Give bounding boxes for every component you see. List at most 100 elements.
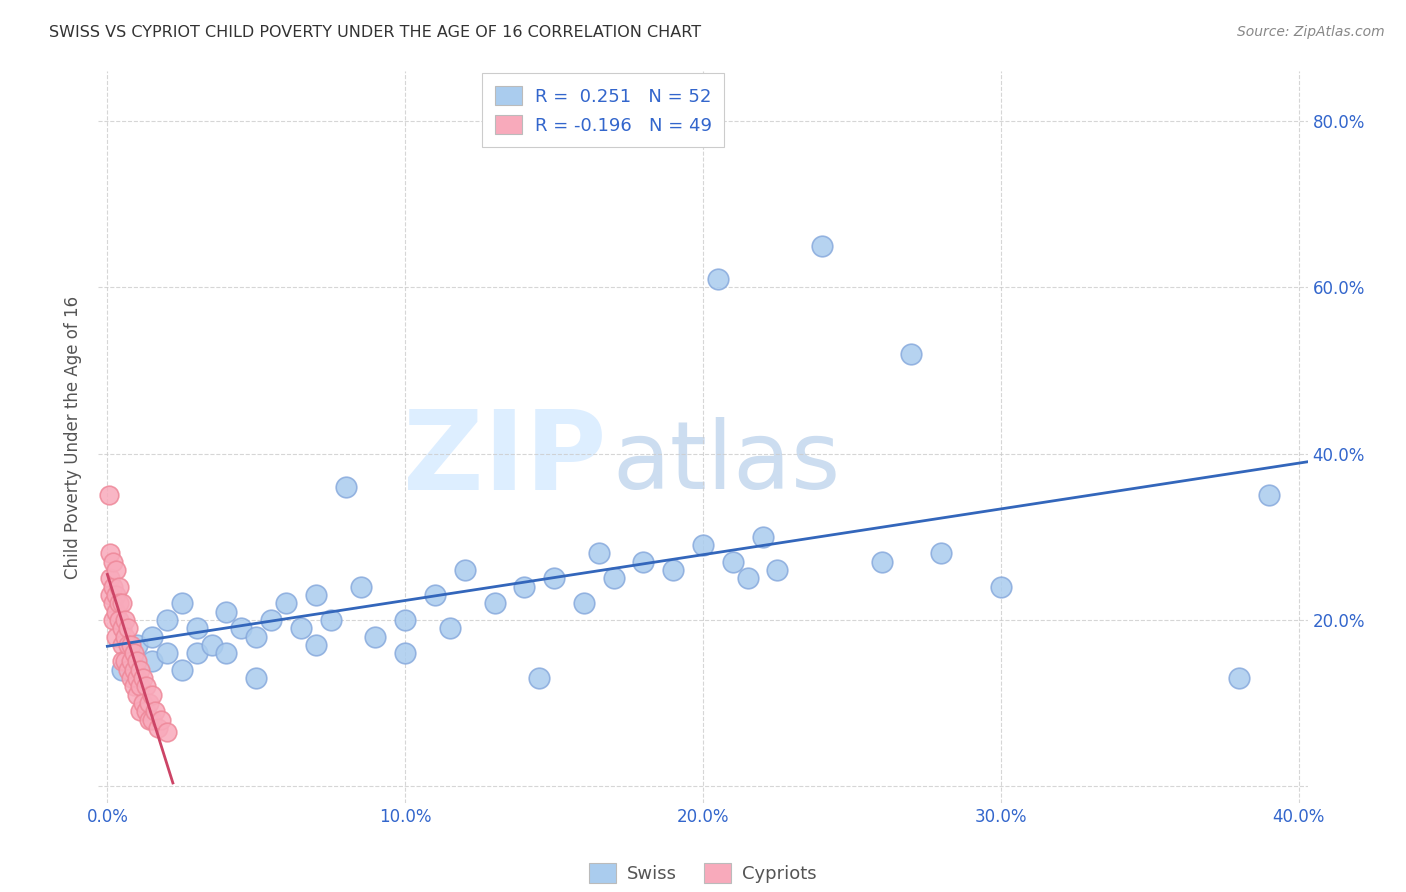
Point [117,663,139,677]
Point [127,638,149,652]
Point [138,713,160,727]
Point [111,621,134,635]
Point [132,696,155,710]
Point [929,546,952,560]
Point [117,621,139,635]
Point [143,705,166,719]
Point [662,563,685,577]
Point [766,563,789,577]
Point [105,563,128,577]
Point [120,655,142,669]
Point [129,705,152,719]
Text: Source: ZipAtlas.com: Source: ZipAtlas.com [1237,25,1385,39]
Point [290,621,312,635]
Point [156,646,179,660]
Point [114,655,136,669]
Point [215,605,238,619]
Point [186,646,208,660]
Point [170,596,193,610]
Point [156,613,179,627]
Point [103,613,125,627]
Point [97,488,120,502]
Point [231,621,253,635]
Point [394,613,416,627]
Point [108,613,131,627]
Point [114,630,136,644]
Point [98,571,121,585]
Point [120,638,142,652]
Point [811,239,834,253]
Point [117,638,139,652]
Point [707,272,730,286]
Point [141,713,163,727]
Point [108,580,131,594]
Point [138,696,160,710]
Point [129,680,152,694]
Point [513,580,536,594]
Point [111,596,134,610]
Point [103,596,125,610]
Point [692,538,714,552]
Point [990,580,1012,594]
Point [156,725,179,739]
Point [103,555,125,569]
Point [349,580,371,594]
Text: atlas: atlas [613,417,841,508]
Point [602,571,624,585]
Point [122,646,145,660]
Point [364,630,387,644]
Point [186,621,208,635]
Point [103,580,125,594]
Point [721,555,744,569]
Point [274,596,297,610]
Point [141,688,163,702]
Point [900,347,922,361]
Point [1257,488,1279,502]
Point [111,638,134,652]
Point [127,655,149,669]
Point [245,630,267,644]
Point [141,655,163,669]
Point [98,546,121,560]
Point [394,646,416,660]
Point [105,630,128,644]
Point [108,596,131,610]
Point [319,613,342,627]
Legend: Swiss, Cypriots: Swiss, Cypriots [582,855,824,890]
Point [454,563,477,577]
Point [132,671,155,685]
Point [146,721,169,735]
Point [120,671,142,685]
Point [484,596,506,610]
Point [751,530,773,544]
Point [127,671,149,685]
Point [335,480,357,494]
Point [200,638,222,652]
Point [260,613,283,627]
Y-axis label: Child Poverty Under the Age of 16: Child Poverty Under the Age of 16 [65,295,83,579]
Point [98,588,121,602]
Point [127,688,149,702]
Point [543,571,565,585]
Text: SWISS VS CYPRIOT CHILD POVERTY UNDER THE AGE OF 16 CORRELATION CHART: SWISS VS CYPRIOT CHILD POVERTY UNDER THE… [49,25,702,40]
Point [1227,671,1250,685]
Point [870,555,893,569]
Point [572,596,595,610]
Point [111,655,134,669]
Point [305,588,328,602]
Point [170,663,193,677]
Point [439,621,461,635]
Point [633,555,655,569]
Point [135,680,157,694]
Point [122,680,145,694]
Point [135,705,157,719]
Point [149,713,172,727]
Point [588,546,610,560]
Point [215,646,238,660]
Point [245,671,267,685]
Point [129,663,152,677]
Point [114,613,136,627]
Point [141,630,163,644]
Text: ZIP: ZIP [404,406,606,513]
Point [527,671,550,685]
